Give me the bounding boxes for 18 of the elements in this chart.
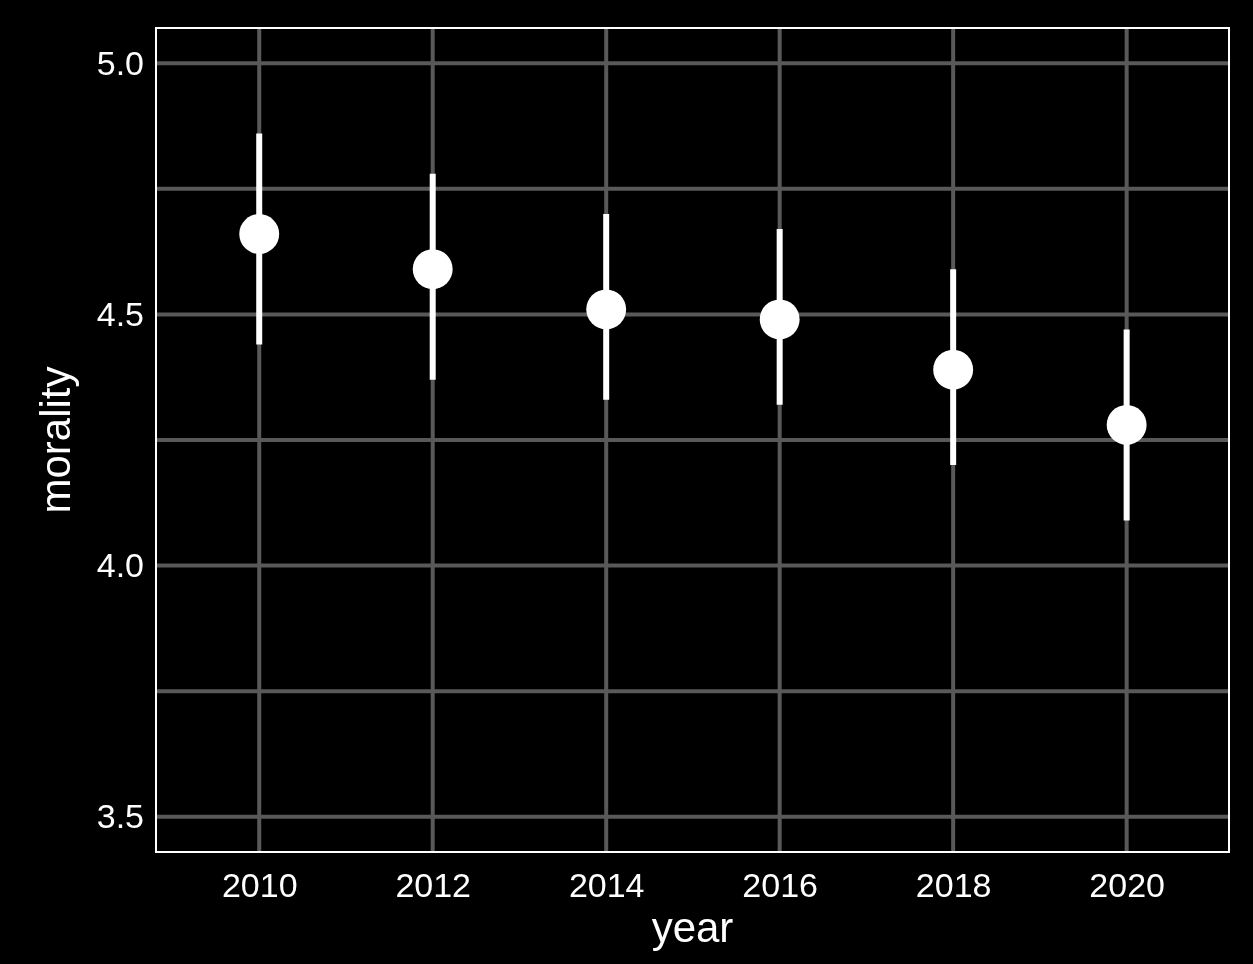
x-tick-label: 2012 <box>395 865 472 904</box>
y-tick-label: 5.0 <box>96 43 144 82</box>
point <box>586 289 627 330</box>
x-tick-label: 2016 <box>742 865 818 904</box>
y-axis-title: morality <box>32 366 79 514</box>
x-tick-label: 2014 <box>568 865 645 904</box>
point <box>1106 405 1147 445</box>
x-tick-label: 2010 <box>221 865 298 904</box>
y-tick-label: 4.5 <box>96 294 144 333</box>
point <box>412 249 453 290</box>
x-tick-label: 2020 <box>1089 865 1165 904</box>
x-axis-title: year <box>651 904 734 951</box>
y-tick-label: 4.0 <box>96 545 144 584</box>
x-tick-label: 2018 <box>915 865 992 904</box>
point <box>933 349 974 390</box>
point <box>759 299 800 340</box>
point <box>239 214 280 254</box>
y-tick-label: 3.5 <box>96 797 144 836</box>
